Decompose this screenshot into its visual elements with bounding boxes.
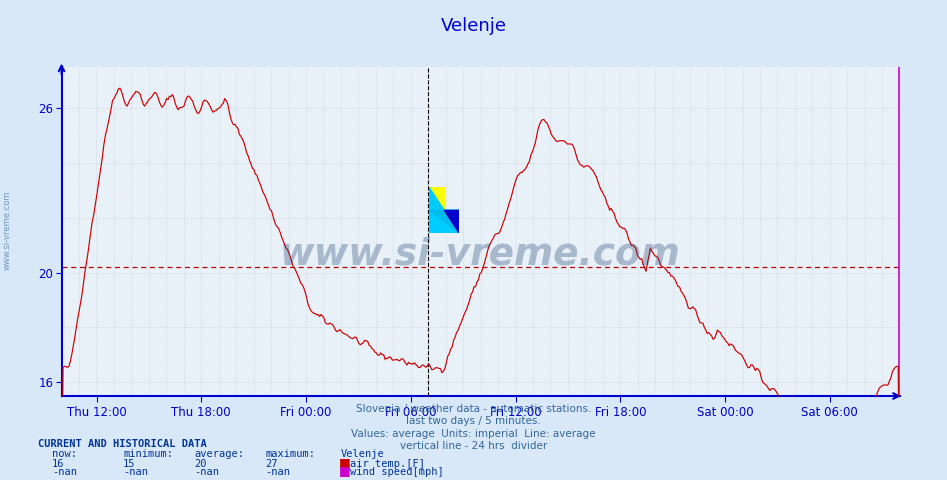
Text: Velenje: Velenje bbox=[440, 17, 507, 36]
Text: now:: now: bbox=[52, 449, 77, 459]
Text: vertical line - 24 hrs  divider: vertical line - 24 hrs divider bbox=[400, 442, 547, 451]
Text: www.si-vreme.com: www.si-vreme.com bbox=[3, 191, 12, 270]
Text: 15: 15 bbox=[123, 458, 135, 468]
Polygon shape bbox=[429, 187, 459, 233]
Text: www.si-vreme.com: www.si-vreme.com bbox=[280, 237, 681, 273]
Text: Values: average  Units: imperial  Line: average: Values: average Units: imperial Line: av… bbox=[351, 429, 596, 439]
Text: -nan: -nan bbox=[265, 467, 290, 477]
Text: last two days / 5 minutes.: last two days / 5 minutes. bbox=[406, 417, 541, 426]
Text: maximum:: maximum: bbox=[265, 449, 315, 459]
Text: Slovenia / weather data - automatic stations.: Slovenia / weather data - automatic stat… bbox=[356, 404, 591, 414]
Text: Velenje: Velenje bbox=[341, 449, 384, 459]
Text: -nan: -nan bbox=[52, 467, 77, 477]
Text: wind speed[mph]: wind speed[mph] bbox=[350, 467, 444, 477]
Polygon shape bbox=[444, 210, 459, 233]
Text: 20: 20 bbox=[194, 458, 206, 468]
Polygon shape bbox=[429, 210, 459, 233]
Text: average:: average: bbox=[194, 449, 244, 459]
Text: ■: ■ bbox=[339, 456, 350, 468]
Text: CURRENT AND HISTORICAL DATA: CURRENT AND HISTORICAL DATA bbox=[38, 439, 206, 449]
Text: 27: 27 bbox=[265, 458, 277, 468]
Text: minimum:: minimum: bbox=[123, 449, 173, 459]
Text: ■: ■ bbox=[339, 464, 350, 477]
Text: air temp.[F]: air temp.[F] bbox=[350, 458, 425, 468]
Text: -nan: -nan bbox=[194, 467, 219, 477]
Text: 16: 16 bbox=[52, 458, 64, 468]
Bar bbox=[429, 187, 444, 210]
Text: -nan: -nan bbox=[123, 467, 148, 477]
